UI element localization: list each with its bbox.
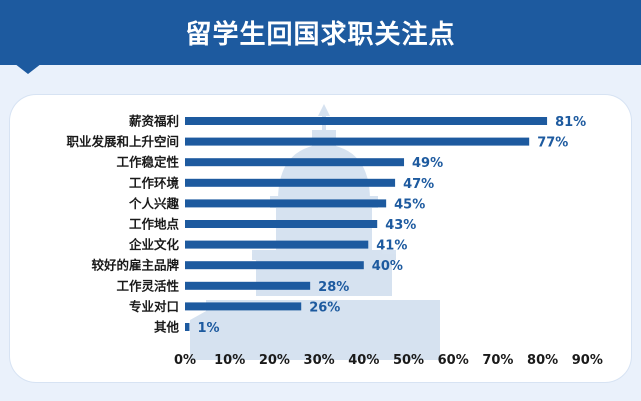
value-label: 81% (555, 115, 586, 130)
bar-9 (185, 281, 311, 290)
x-tick-label: 50% (393, 353, 424, 368)
category-label: 职业发展和上升空间 (66, 134, 179, 149)
x-tick-label: 90% (572, 353, 603, 368)
page-title: 留学生回国求职关注点 (185, 20, 456, 50)
category-label: 工作地点 (129, 217, 180, 232)
category-label: 其他 (154, 320, 180, 335)
value-label: 26% (309, 300, 340, 315)
bar-6 (185, 220, 378, 228)
value-label: 45% (394, 197, 425, 212)
category-label: 工作灵活性 (116, 278, 179, 293)
x-tick-label: 0% (174, 353, 196, 368)
value-label: 47% (403, 177, 434, 192)
value-label: 43% (385, 218, 416, 233)
category-label: 个人兴趣 (128, 196, 180, 211)
bar-7 (185, 240, 369, 249)
bar-2 (185, 137, 530, 146)
x-tick-label: 60% (438, 353, 469, 368)
value-label: 40% (372, 259, 403, 274)
bar-4 (185, 178, 396, 187)
category-label: 工作环境 (129, 175, 180, 190)
value-label: 49% (412, 156, 443, 171)
value-label: 1% (197, 321, 219, 336)
x-tick-label: 80% (527, 353, 558, 368)
x-tick-label: 40% (348, 353, 379, 368)
category-label: 薪资福利 (129, 114, 179, 129)
x-tick-label: 20% (259, 353, 290, 368)
category-label: 较好的雇主品牌 (91, 258, 179, 273)
bar-8 (185, 261, 364, 270)
title-banner (0, 0, 641, 65)
bar-11 (185, 323, 190, 331)
bar-1 (185, 117, 548, 125)
value-label: 28% (318, 280, 349, 295)
category-label: 企业文化 (128, 237, 180, 252)
bar-5 (185, 199, 387, 208)
x-tick-label: 70% (482, 353, 513, 368)
category-label: 专业对口 (129, 299, 179, 314)
bar-3 (185, 158, 405, 167)
value-label: 41% (376, 239, 407, 254)
value-label: 77% (537, 136, 568, 151)
bar-10 (185, 302, 302, 311)
x-tick-label: 10% (214, 353, 245, 368)
x-tick-label: 30% (304, 353, 335, 368)
category-label: 工作稳定性 (116, 155, 179, 170)
